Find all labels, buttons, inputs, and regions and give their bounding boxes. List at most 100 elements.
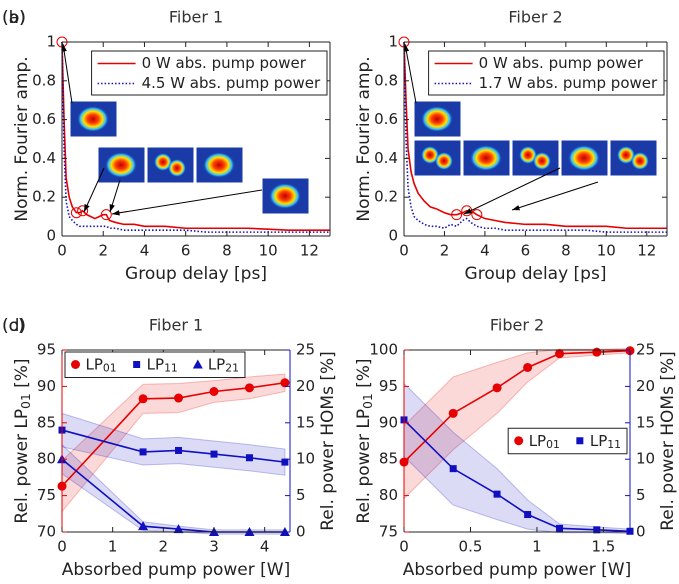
x-tick-label: 2 bbox=[98, 242, 108, 260]
y-tick-label: 80 bbox=[379, 486, 398, 504]
legend-label: 1.7 W abs. pump power bbox=[479, 74, 658, 92]
y-tick-label: 0.6 bbox=[32, 110, 56, 128]
x-tick-label: 12 bbox=[637, 242, 656, 260]
x-axis-label: Absorbed pump power [W] bbox=[62, 560, 290, 580]
y-tick-label: 80 bbox=[37, 450, 56, 468]
x-tick-label: 2 bbox=[159, 538, 169, 556]
y-tick-label: 0.2 bbox=[374, 188, 398, 206]
x-tick-label: 0 bbox=[399, 538, 409, 556]
y-axis-label: Norm. Fourier amp. bbox=[12, 56, 32, 221]
mode-lobe bbox=[631, 152, 649, 170]
mode-lobe bbox=[568, 145, 600, 171]
y-tick-label: 0.6 bbox=[374, 110, 398, 128]
y2-tick-label: 25 bbox=[296, 341, 315, 359]
panel-label: (b) bbox=[2, 8, 26, 28]
marker bbox=[523, 363, 532, 372]
y-tick-label: 0 bbox=[46, 227, 56, 245]
y-tick-label: 1 bbox=[46, 33, 56, 51]
marker bbox=[174, 394, 183, 403]
mode-lobe bbox=[77, 106, 109, 132]
y-tick-label: 90 bbox=[379, 413, 398, 431]
x-tick-label: 0 bbox=[57, 538, 67, 556]
marker bbox=[576, 437, 583, 444]
y-tick-label: 0 bbox=[388, 227, 398, 245]
y-tick-label: 75 bbox=[379, 523, 398, 541]
x-tick-label: 6 bbox=[181, 242, 191, 260]
marker bbox=[449, 409, 458, 418]
x-tick-label: 10 bbox=[597, 242, 616, 260]
legend: 0 W abs. pump power 4.5 W abs. pump power bbox=[92, 51, 327, 95]
arrow bbox=[405, 44, 416, 103]
arrow-head bbox=[112, 210, 120, 215]
y2-axis-label: Rel. power HOMs [%] bbox=[658, 351, 678, 531]
x-tick-label: 4 bbox=[140, 242, 150, 260]
marker bbox=[514, 436, 523, 445]
legend-label: 0 W abs. pump power bbox=[142, 54, 307, 72]
x-tick-label: 12 bbox=[300, 242, 319, 260]
marker bbox=[139, 394, 148, 403]
mode-lobe bbox=[421, 106, 453, 132]
x-tick-label: 0.5 bbox=[459, 538, 483, 556]
x-tick-label: 2 bbox=[440, 242, 450, 260]
marker bbox=[450, 465, 457, 472]
x-tick-label: 4 bbox=[260, 538, 270, 556]
y-tick-label: 1 bbox=[388, 33, 398, 51]
x-axis-label: Absorbed pump power [W] bbox=[403, 560, 631, 580]
y-tick-label: 75 bbox=[37, 486, 56, 504]
marker bbox=[210, 387, 219, 396]
legend: LP01LP11 bbox=[508, 428, 627, 454]
arrow bbox=[512, 182, 598, 210]
y2-tick-label: 0 bbox=[296, 523, 306, 541]
x-tick-label: 10 bbox=[259, 242, 278, 260]
marker bbox=[245, 383, 254, 392]
y2-tick-label: 10 bbox=[296, 450, 315, 468]
y-tick-label: 95 bbox=[37, 341, 56, 359]
panel-title: Fiber 1 bbox=[149, 316, 203, 335]
y2-tick-label: 25 bbox=[636, 341, 655, 359]
x-tick-label: 8 bbox=[222, 242, 232, 260]
x-tick-label: 4 bbox=[480, 242, 490, 260]
panel-label: (d) bbox=[2, 316, 26, 336]
y-tick-label: 0.4 bbox=[374, 149, 398, 167]
x-tick-label: 0 bbox=[57, 242, 67, 260]
marker bbox=[494, 491, 501, 498]
x-tick-label: 6 bbox=[521, 242, 531, 260]
marker bbox=[71, 360, 80, 369]
y-tick-label: 0.8 bbox=[374, 71, 398, 89]
arrow bbox=[112, 190, 262, 214]
x-tick-label: 1 bbox=[532, 538, 542, 556]
x-tick-label: 1 bbox=[108, 538, 118, 556]
arrow bbox=[63, 44, 72, 103]
x-axis-label: Group delay [ps] bbox=[125, 264, 267, 284]
marker bbox=[175, 447, 182, 454]
y2-tick-label: 20 bbox=[636, 377, 655, 395]
y-tick-label: 85 bbox=[379, 450, 398, 468]
mode-lobe bbox=[168, 159, 186, 177]
x-tick-label: 8 bbox=[561, 242, 571, 260]
legend: LP01LP11LP21 bbox=[65, 352, 245, 378]
arrow-head bbox=[110, 204, 115, 212]
marker bbox=[246, 454, 253, 461]
marker bbox=[524, 511, 531, 518]
marker bbox=[140, 448, 147, 455]
y2-tick-label: 15 bbox=[636, 413, 655, 431]
arrow-head bbox=[84, 204, 90, 212]
y-tick-label: 70 bbox=[37, 523, 56, 541]
x-tick-label: 1.5 bbox=[591, 538, 615, 556]
marker bbox=[211, 451, 218, 458]
y-tick-label: 100 bbox=[369, 341, 398, 359]
arrow-head bbox=[512, 205, 520, 210]
x-tick-label: 0 bbox=[399, 242, 409, 260]
y2-tick-label: 5 bbox=[296, 486, 306, 504]
mode-lobe bbox=[105, 152, 137, 178]
y-tick-label: 0.4 bbox=[32, 149, 56, 167]
y-tick-label: 0.2 bbox=[32, 188, 56, 206]
legend-label: 4.5 W abs. pump power bbox=[142, 74, 321, 92]
y-axis-label: Norm. Fourier amp. bbox=[354, 56, 374, 221]
y2-tick-label: 20 bbox=[296, 377, 315, 395]
figure: (a)Fiber 102468101200.20.40.60.81Group d… bbox=[0, 0, 679, 584]
mode-lobe bbox=[203, 152, 235, 178]
y-tick-label: 85 bbox=[37, 413, 56, 431]
y-axis-label: Rel. power LP01 [%] bbox=[354, 358, 375, 523]
y-tick-label: 90 bbox=[37, 377, 56, 395]
